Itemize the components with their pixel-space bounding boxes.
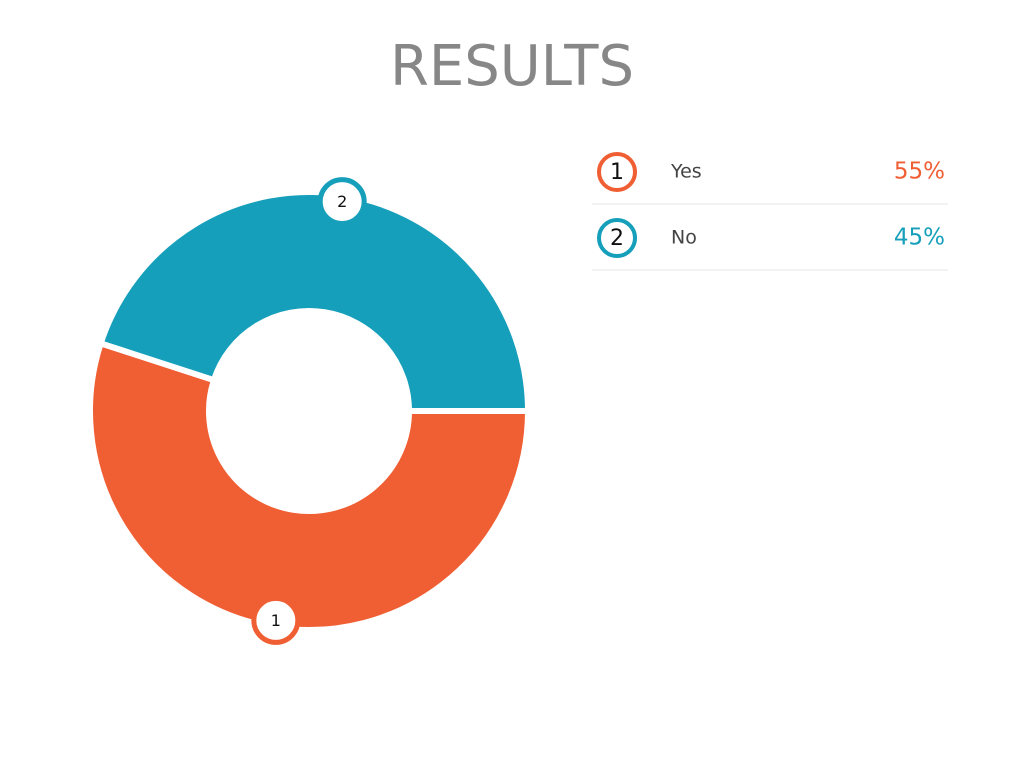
legend-marker: [597, 152, 637, 192]
legend-value: 45%: [894, 225, 945, 251]
donut-segment: [96, 189, 532, 414]
legend-marker-label: 2: [610, 226, 624, 251]
segment-marker: [317, 177, 367, 227]
legend-label: No: [671, 227, 697, 249]
segment-marker-label: 1: [271, 611, 281, 630]
chart-title: RESULTS: [390, 34, 634, 99]
legend-label: Yes: [670, 161, 702, 183]
donut-segment: [87, 339, 532, 633]
segment-marker: [251, 595, 301, 645]
legend-marker-label: 1: [610, 160, 624, 185]
segment-marker-label: 2: [337, 192, 347, 211]
legend-marker: [597, 218, 637, 258]
legend-value: 55%: [894, 159, 945, 185]
